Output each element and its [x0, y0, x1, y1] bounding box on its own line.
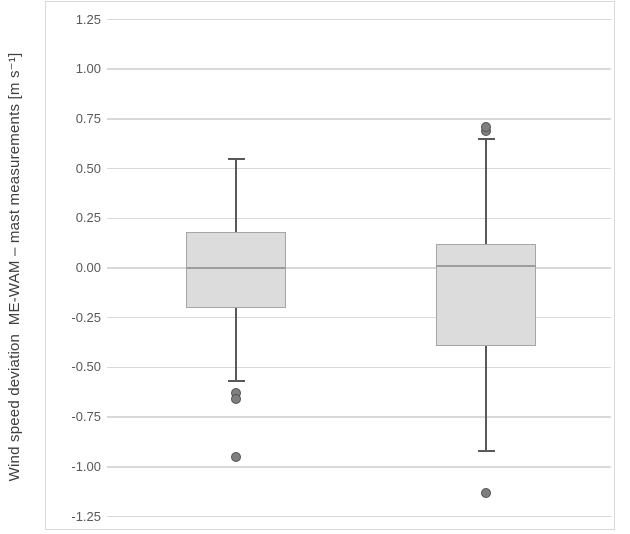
outlier-point: [481, 487, 491, 498]
y-gridline: [107, 18, 611, 21]
y-tick-label: 1.25: [75, 11, 101, 27]
lower-whisker-line: [235, 307, 237, 382]
y-gridline: [107, 118, 611, 120]
upper-whisker-cap: [477, 137, 495, 140]
outlier-point: [231, 394, 241, 405]
outlier-point: [231, 451, 241, 462]
y-gridline: [107, 68, 611, 70]
upper-whisker-line: [485, 138, 487, 245]
y-tick-label: 0.50: [75, 160, 101, 176]
y-gridline: [107, 217, 611, 220]
y-tick-label: 1.00: [75, 61, 101, 77]
y-gridline: [107, 167, 611, 170]
y-tick-label: 0.25: [75, 210, 101, 226]
upper-whisker-line: [235, 158, 237, 233]
upper-whisker-cap: [227, 157, 245, 160]
median-line: [436, 265, 536, 267]
y-tick-label: -0.75: [71, 409, 101, 425]
lower-whisker-line: [485, 345, 487, 451]
iqr-box: [436, 244, 536, 346]
lower-whisker-cap: [477, 449, 495, 452]
y-tick-label: -1.00: [71, 458, 101, 474]
iqr-box: [186, 232, 286, 308]
y-axis-title: Wind speed deviation ME-WAM – mast measu…: [6, 52, 23, 482]
y-gridline: [107, 515, 611, 518]
y-tick-label: 0.75: [75, 110, 101, 126]
y-gridline: [107, 466, 611, 468]
y-tick-label: -1.25: [71, 508, 101, 524]
y-tick-label: 0.00: [75, 260, 101, 275]
plot-area: 1.25 1.00 0.75 0.50 0.25 0.00 -0.25 -0.50 -0.75 -…: [45, 1, 615, 530]
y-tick-label: -0.50: [71, 359, 101, 375]
y-gridline: [107, 416, 611, 418]
y-gridline: [107, 267, 611, 269]
y-gridline: [107, 316, 611, 319]
lower-whisker-cap: [227, 380, 245, 383]
median-line: [186, 267, 286, 269]
y-gridline: [107, 366, 611, 369]
y-tick-label: -0.25: [71, 309, 101, 325]
outlier-point: [481, 121, 491, 132]
